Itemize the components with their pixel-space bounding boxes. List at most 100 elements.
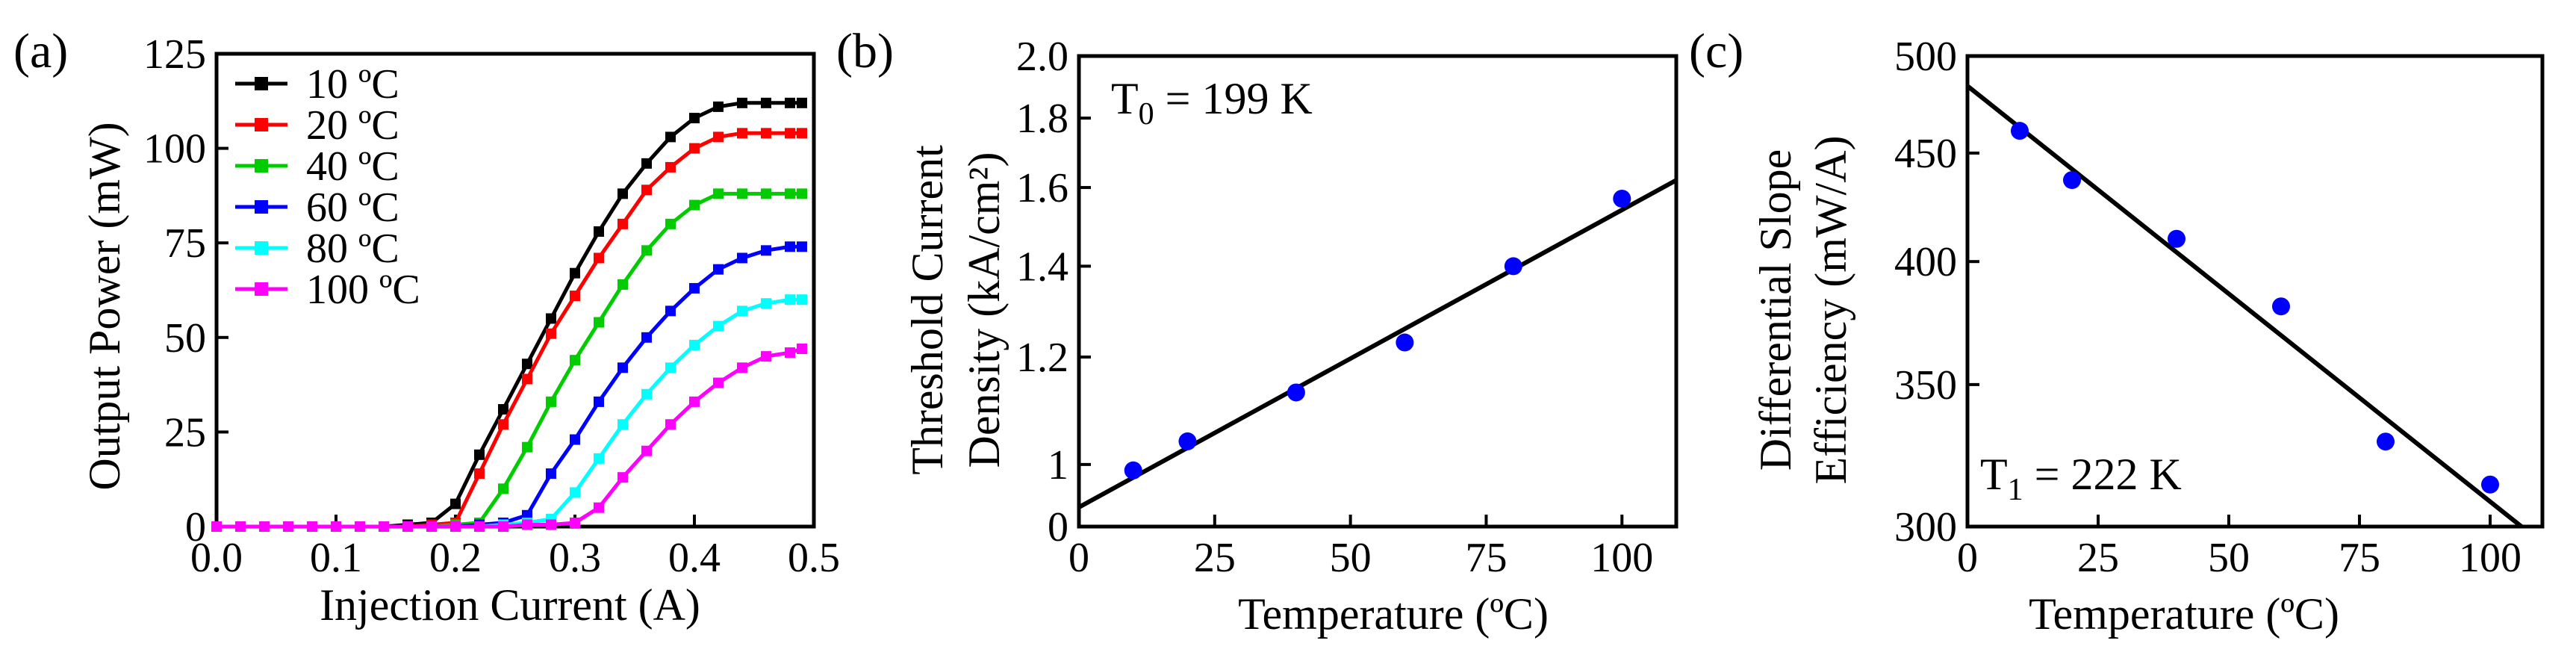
data-point bbox=[283, 521, 293, 532]
panel-b-label: (b) bbox=[836, 24, 894, 78]
data-point bbox=[474, 449, 485, 460]
data-point bbox=[1124, 461, 1142, 480]
y-tick-label: 100 bbox=[143, 126, 206, 173]
panel-b-x-axis-title: Temperature (ºC) bbox=[1238, 589, 1549, 639]
data-point bbox=[474, 521, 485, 532]
data-point bbox=[797, 188, 807, 199]
data-point bbox=[546, 313, 556, 324]
x-tick-label: 0 bbox=[1957, 535, 1978, 581]
data-point bbox=[797, 294, 807, 305]
x-tick-label: 0.3 bbox=[549, 535, 601, 581]
data-point bbox=[570, 291, 580, 302]
x-tick-label: 25 bbox=[2077, 535, 2119, 581]
plot-frame bbox=[1077, 54, 1679, 529]
data-point bbox=[426, 521, 437, 532]
data-point bbox=[617, 188, 628, 199]
panel-c-label: (c) bbox=[1689, 24, 1743, 78]
data-point bbox=[737, 128, 747, 139]
data-point bbox=[1504, 257, 1522, 276]
x-tick-label: 100 bbox=[2459, 535, 2521, 581]
data-point bbox=[546, 519, 556, 530]
data-point bbox=[211, 521, 222, 532]
data-point bbox=[665, 161, 676, 173]
x-tick-label: 100 bbox=[1590, 535, 1653, 581]
fit-line bbox=[1077, 178, 1678, 509]
data-point bbox=[570, 355, 580, 366]
series-line bbox=[217, 101, 802, 529]
x-tick-label: 75 bbox=[2339, 535, 2380, 581]
data-point bbox=[713, 188, 724, 199]
data-point bbox=[594, 502, 604, 513]
series-line bbox=[217, 347, 803, 529]
data-point bbox=[641, 158, 652, 169]
data-point bbox=[2272, 297, 2290, 316]
data-point bbox=[498, 483, 508, 494]
data-point bbox=[402, 521, 413, 532]
data-point bbox=[1178, 432, 1197, 450]
legend-swatch-marker bbox=[255, 282, 268, 296]
y-tick-label: 2.0 bbox=[1016, 34, 1068, 80]
data-point bbox=[689, 199, 700, 211]
legend-entry: 10 ºC bbox=[306, 61, 399, 108]
data-point bbox=[546, 328, 556, 339]
x-tick-label: 0.4 bbox=[668, 535, 721, 581]
data-point bbox=[617, 279, 628, 290]
panel-a-label: (a) bbox=[13, 24, 68, 78]
data-point bbox=[713, 264, 724, 275]
panel-b-y-axis-title-line2: Density (kA/cm²) bbox=[959, 152, 1009, 468]
panel-c-y-axis-title-line1: Differential Slope bbox=[1751, 149, 1800, 471]
x-tick-label: 0.0 bbox=[190, 535, 243, 581]
data-point bbox=[355, 521, 365, 532]
data-point bbox=[761, 298, 771, 309]
x-tick-label: 0.1 bbox=[310, 535, 362, 581]
data-point bbox=[761, 97, 771, 108]
data-point bbox=[307, 521, 317, 532]
y-tick-label: 0 bbox=[1048, 504, 1068, 550]
data-point bbox=[713, 377, 724, 388]
legend-swatch-marker bbox=[255, 118, 268, 131]
data-point bbox=[641, 184, 652, 196]
y-tick-label: 50 bbox=[164, 315, 206, 362]
data-point bbox=[522, 359, 532, 370]
data-point bbox=[737, 188, 747, 199]
data-point bbox=[235, 521, 246, 532]
data-point bbox=[474, 468, 485, 480]
y-tick-label: 1.2 bbox=[1016, 335, 1068, 381]
data-point bbox=[761, 245, 771, 256]
data-point bbox=[737, 305, 747, 317]
data-point bbox=[797, 343, 807, 354]
data-point bbox=[761, 188, 771, 199]
data-point bbox=[641, 445, 652, 456]
data-point bbox=[737, 252, 747, 264]
data-point bbox=[797, 241, 807, 252]
data-point bbox=[546, 468, 556, 480]
data-point bbox=[2063, 171, 2081, 190]
panel-c-plot-area: 0 25 50 75 100 300 350 400 450 500 bbox=[1894, 34, 2545, 581]
plot-frame bbox=[1965, 54, 2545, 529]
data-point bbox=[665, 131, 676, 143]
data-point bbox=[1287, 383, 1305, 402]
y-tick-label: 75 bbox=[164, 220, 206, 267]
data-point bbox=[785, 97, 795, 108]
y-tick-label: 500 bbox=[1894, 34, 1957, 80]
data-point bbox=[617, 362, 628, 373]
panel-a-x-axis-title: Injection Current (A) bbox=[320, 580, 700, 630]
data-point bbox=[259, 521, 270, 532]
series-line bbox=[217, 191, 802, 529]
data-point bbox=[331, 521, 341, 532]
data-point bbox=[665, 218, 676, 229]
data-point bbox=[713, 320, 724, 332]
data-point bbox=[2481, 475, 2499, 494]
data-point bbox=[665, 419, 676, 430]
legend-swatch-marker bbox=[255, 241, 268, 255]
data-point bbox=[594, 453, 604, 464]
fit-line bbox=[1966, 84, 2523, 529]
data-point bbox=[785, 347, 795, 359]
legend-entry: 20 ºC bbox=[306, 102, 399, 149]
data-point bbox=[594, 226, 604, 238]
legend-entry: 60 ºC bbox=[306, 184, 399, 231]
data-point bbox=[761, 351, 771, 362]
data-point bbox=[498, 521, 508, 532]
